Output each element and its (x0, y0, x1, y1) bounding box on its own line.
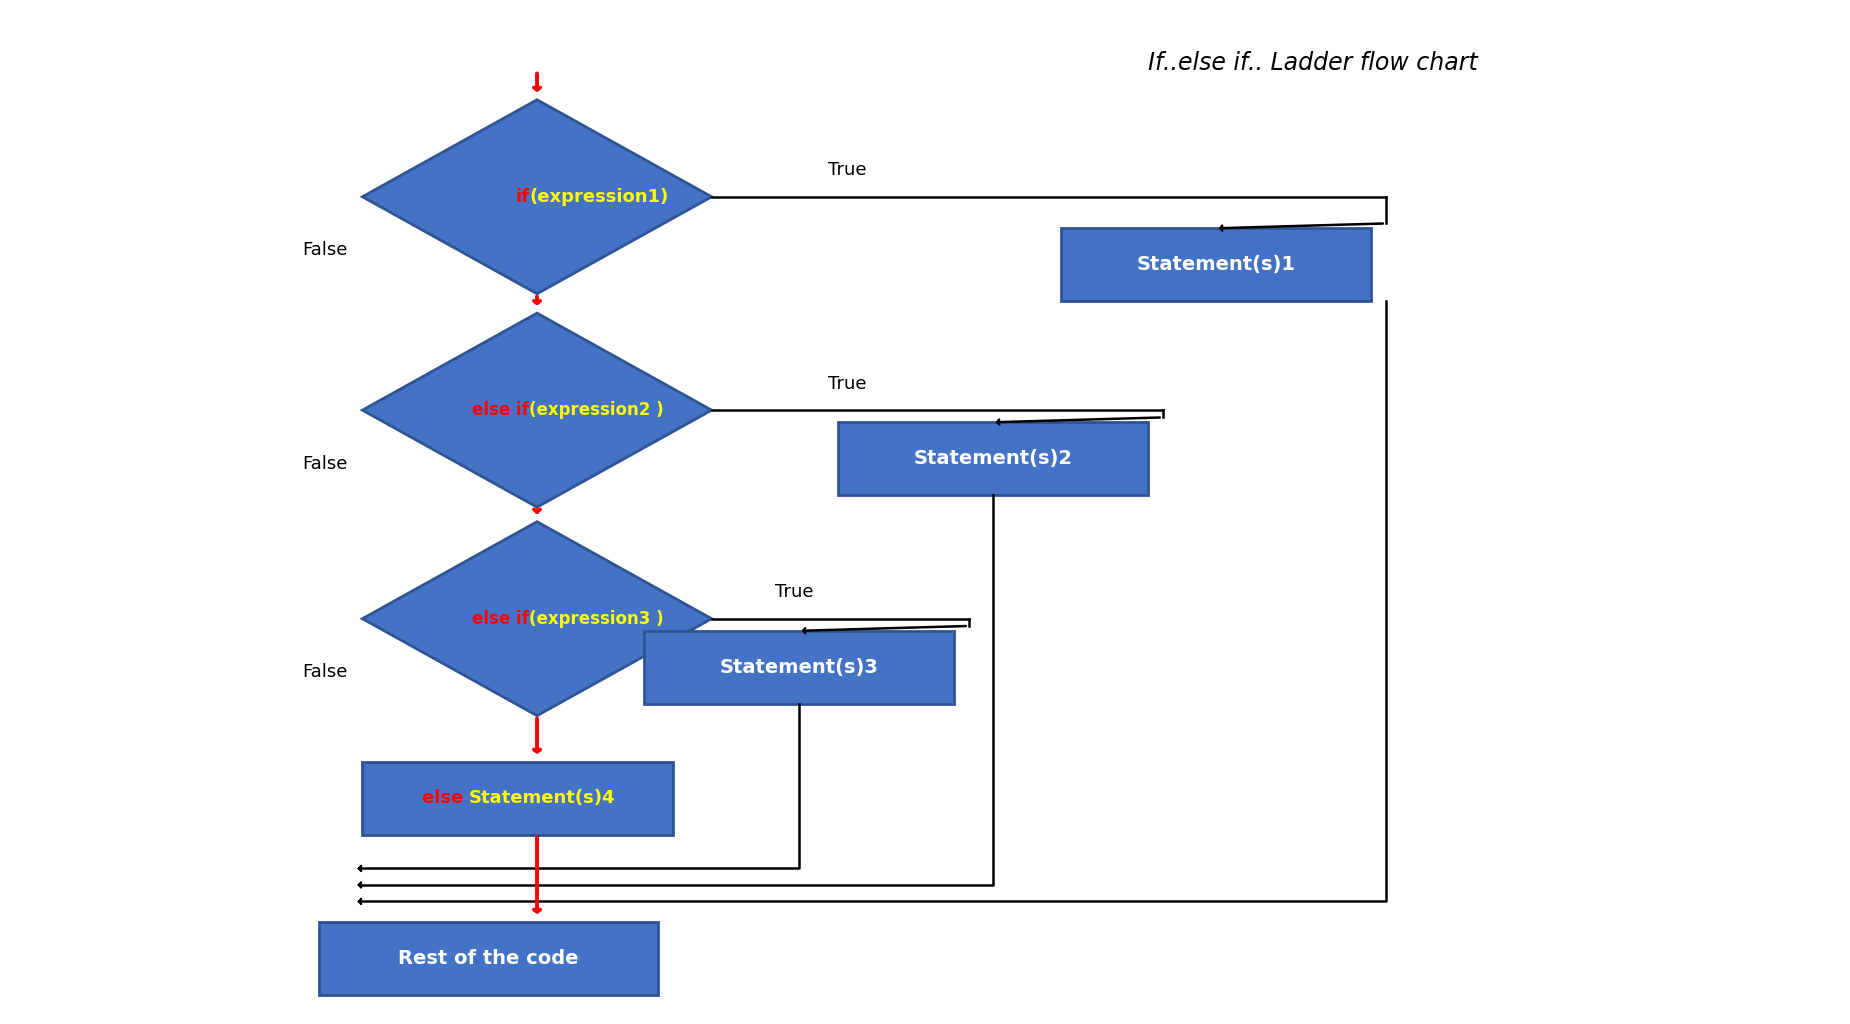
Text: else: else (422, 790, 470, 807)
Text: False: False (303, 664, 348, 681)
Polygon shape (363, 313, 712, 507)
Text: (expression1): (expression1) (529, 187, 668, 206)
Text: else if: else if (472, 609, 529, 628)
Text: (expression3 ): (expression3 ) (529, 609, 664, 628)
Text: False: False (303, 455, 348, 472)
Text: Statement(s)2: Statement(s)2 (914, 450, 1073, 468)
Text: if: if (516, 187, 529, 206)
Text: Statement(s)4: Statement(s)4 (470, 790, 616, 807)
Text: True: True (775, 584, 814, 601)
FancyBboxPatch shape (838, 422, 1149, 495)
Text: (expression2 ): (expression2 ) (529, 401, 664, 419)
Text: Statement(s)1: Statement(s)1 (1136, 255, 1295, 274)
Text: If..else if.. Ladder flow chart: If..else if.. Ladder flow chart (1149, 51, 1478, 76)
Text: True: True (829, 375, 866, 392)
Text: else if: else if (472, 401, 529, 419)
Text: Statement(s)3: Statement(s)3 (720, 657, 879, 677)
FancyBboxPatch shape (1060, 228, 1371, 301)
Text: True: True (829, 162, 866, 179)
FancyBboxPatch shape (644, 631, 955, 703)
FancyBboxPatch shape (363, 762, 673, 835)
FancyBboxPatch shape (318, 922, 659, 994)
Text: Rest of the code: Rest of the code (398, 948, 579, 968)
Polygon shape (363, 99, 712, 294)
Text: False: False (303, 241, 348, 259)
Polygon shape (363, 521, 712, 716)
